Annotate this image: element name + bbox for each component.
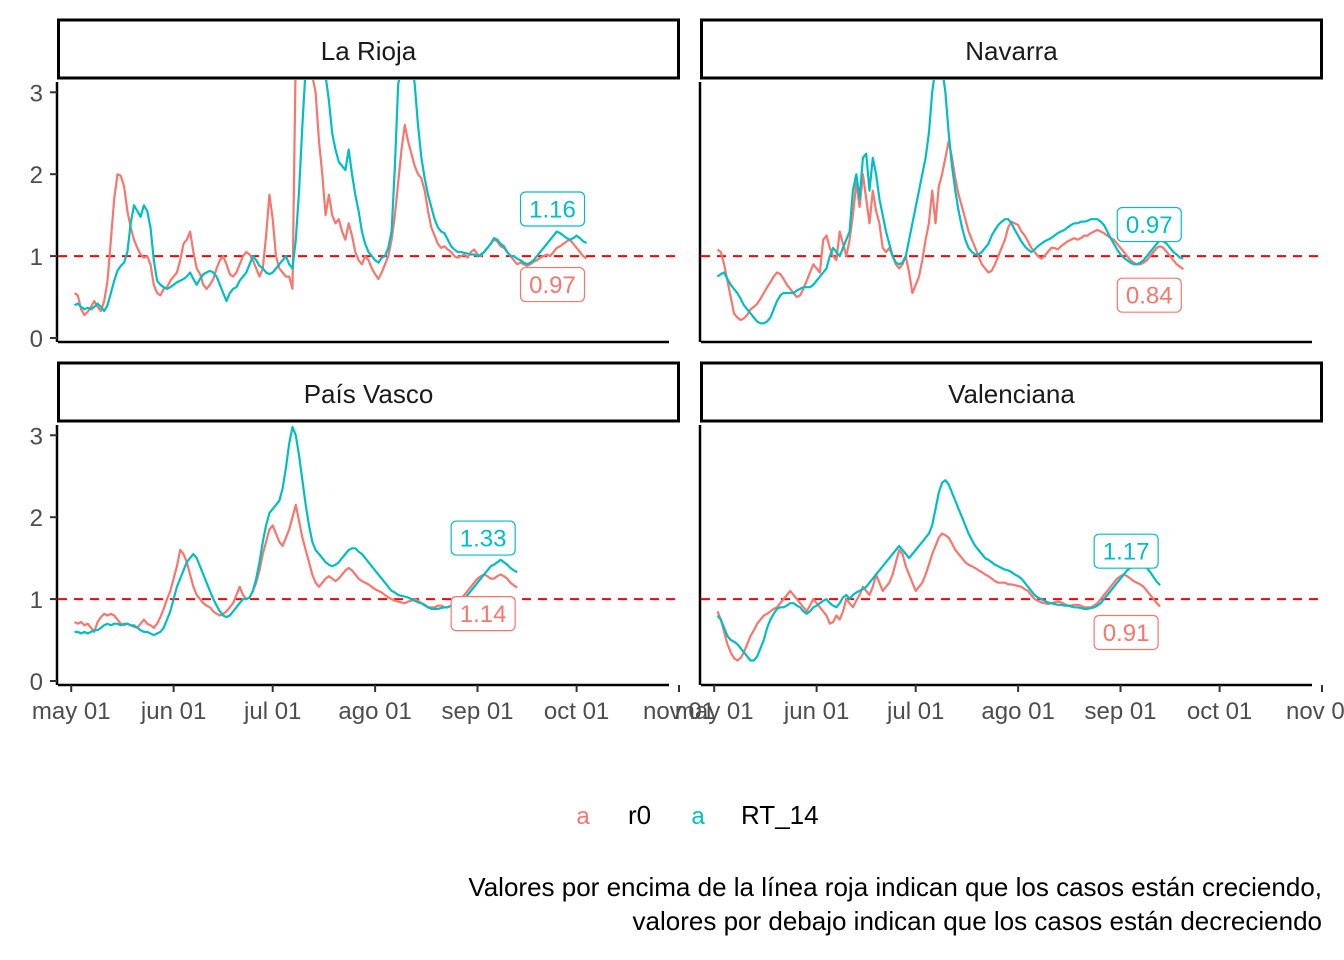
x-tick-label-pais-vasco-0: may 01 — [32, 698, 111, 725]
x-tick-label-pais-vasco-5: oct 01 — [544, 698, 609, 725]
panel-la-rioja: La Rioja 0 1 2 3 1.16 0.97 — [30, 18, 680, 353]
strip-label-navarra: Navarra — [965, 36, 1058, 66]
strip-label-valenciana: Valenciana — [948, 379, 1075, 409]
y-tick-label-la-rioja-1: 1 — [30, 244, 43, 271]
x-tick-label-pais-vasco-4: sep 01 — [441, 698, 513, 725]
series-line-rt-14-la-rioja — [74, 80, 587, 313]
y-tick-label-la-rioja-0: 0 — [30, 326, 43, 353]
x-tick-label-pais-vasco-3: ago 01 — [338, 698, 411, 725]
strip-box-navarra — [700, 18, 1323, 80]
panel-navarra: Navarra 0.97 0.84 — [698, 18, 1323, 344]
end-label-box-rt-14-valenciana — [1093, 533, 1159, 569]
end-label-r0-navarra: 0.84 — [1126, 283, 1173, 310]
x-tick-label-valenciana-6: nov 01 — [1286, 698, 1344, 725]
x-tick-label-valenciana-1: jun 01 — [783, 698, 849, 725]
end-label-box-rt-14-la-rioja — [519, 191, 586, 227]
end-label-box-r0-la-rioja — [519, 266, 586, 303]
end-label-box-rt-14-pais-vasco — [450, 520, 516, 556]
series-group-valenciana — [716, 479, 1161, 662]
x-tick-label-valenciana-4: sep 01 — [1084, 698, 1156, 725]
x-tick-label-valenciana-3: ago 01 — [981, 698, 1054, 725]
y-tick-label-pais-vasco-1: 1 — [30, 587, 43, 614]
panel-pais-vasco: País Vasco 0 1 2 3 may 01 jun 01 jul 01 ago 01 se… — [30, 361, 715, 725]
series-line-rt-14-navarra — [716, 80, 1184, 325]
legend-key-rt14: a — [691, 803, 705, 830]
end-label-rt-14-navarra: 0.97 — [1126, 212, 1173, 239]
strip-box-pais-vasco — [57, 361, 680, 423]
x-tick-label-pais-vasco-6: nov 01 — [643, 698, 715, 725]
caption: Valores por encima de la línea roja indi… — [468, 872, 1322, 936]
end-label-r0-valenciana: 0.91 — [1103, 620, 1150, 647]
strip-label-la-rioja: La Rioja — [321, 36, 417, 66]
series-line-rt-14-valenciana — [716, 479, 1161, 662]
y-tick-label-pais-vasco-2: 2 — [30, 505, 43, 532]
series-group-pais-vasco — [73, 426, 518, 637]
series-group-la-rioja — [73, 80, 588, 317]
x-tick-label-valenciana-2: jul 01 — [886, 698, 944, 725]
y-tick-label-la-rioja-3: 3 — [30, 80, 43, 107]
x-tick-label-valenciana-0: may 01 — [675, 698, 754, 725]
end-label-rt-14-pais-vasco: 1.33 — [460, 526, 507, 553]
panels: La Rioja 0 1 2 3 1.16 0.97 Navarra 0.97 0.84 País … — [30, 18, 1344, 725]
end-label-rt-14-valenciana: 1.17 — [1103, 539, 1150, 566]
y-tick-label-la-rioja-2: 2 — [30, 162, 43, 189]
strip-box-valenciana — [700, 361, 1323, 423]
x-tick-label-pais-vasco-2: jul 01 — [243, 698, 301, 725]
y-tick-label-pais-vasco-0: 0 — [30, 669, 43, 696]
panel-valenciana: Valenciana may 01 jun 01 jul 01 ago 01 sep 01… — [675, 361, 1344, 725]
end-label-box-rt-14-navarra — [1116, 206, 1182, 243]
strip-box-la-rioja — [57, 18, 680, 80]
legend-label-r0: r0 — [628, 800, 651, 830]
y-tick-label-pais-vasco-3: 3 — [30, 423, 43, 450]
end-label-box-r0-pais-vasco — [450, 596, 516, 632]
end-label-box-r0-valenciana — [1093, 614, 1159, 651]
series-line-rt-14-pais-vasco — [74, 426, 518, 637]
legend: a r0 a RT_14 — [576, 800, 818, 830]
legend-key-r0: a — [576, 803, 590, 830]
strip-label-pais-vasco: País Vasco — [304, 379, 434, 409]
caption-line-2: valores por debajo indican que los casos… — [633, 906, 1322, 936]
x-tick-label-pais-vasco-1: jun 01 — [140, 698, 206, 725]
end-label-rt-14-la-rioja: 1.16 — [529, 196, 576, 223]
series-line-r0-valenciana — [716, 532, 1161, 662]
caption-line-1: Valores por encima de la línea roja indi… — [468, 872, 1322, 902]
legend-label-rt14: RT_14 — [741, 800, 819, 830]
x-tick-label-valenciana-5: oct 01 — [1187, 698, 1252, 725]
end-label-r0-la-rioja: 0.97 — [529, 272, 576, 299]
end-label-r0-pais-vasco: 1.14 — [460, 601, 507, 628]
series-line-r0-la-rioja — [73, 80, 588, 317]
end-label-box-r0-navarra — [1116, 277, 1182, 313]
series-group-navarra — [716, 80, 1184, 325]
